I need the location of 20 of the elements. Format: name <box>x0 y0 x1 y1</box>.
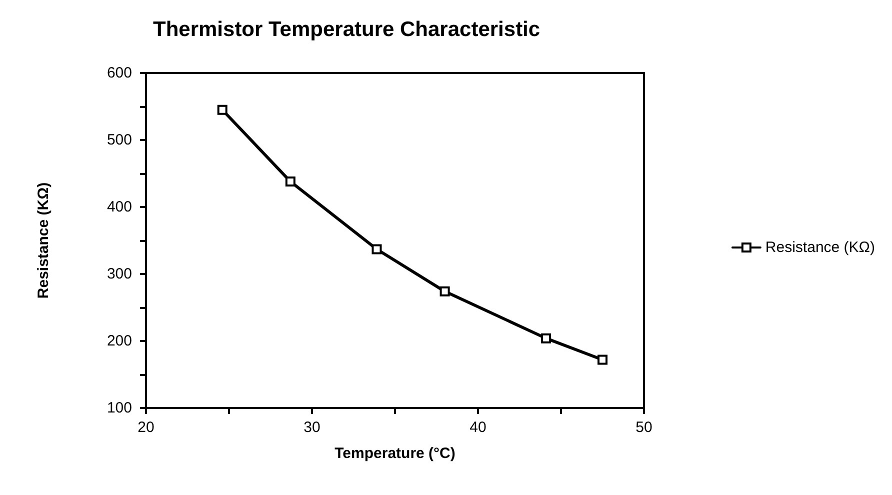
x-tick-label: 50 <box>636 419 652 436</box>
x-tick-label: 30 <box>304 419 320 436</box>
point <box>285 176 296 187</box>
point <box>541 333 552 344</box>
x-axis-title: Temperature (°C) <box>334 445 456 462</box>
y-tick-label: 200 <box>106 332 132 350</box>
y-tick-label: 300 <box>106 266 132 282</box>
y-tick-label: 500 <box>106 132 132 148</box>
point <box>372 244 382 254</box>
point <box>217 104 228 115</box>
y-tick-label: 400 <box>106 198 132 216</box>
point <box>440 286 450 296</box>
y-tick-label: 100 <box>106 400 132 416</box>
y-axis-title: Resistance (KΩ) <box>35 182 52 299</box>
legend-label: Resistance (KΩ) <box>765 239 876 256</box>
y-tick-label: 600 <box>106 64 132 82</box>
chart-title: Thermistor Temperature Characteristic <box>153 18 540 41</box>
point <box>598 354 608 365</box>
x-tick-label: 20 <box>138 419 154 436</box>
x-tick-label: 40 <box>470 419 486 436</box>
